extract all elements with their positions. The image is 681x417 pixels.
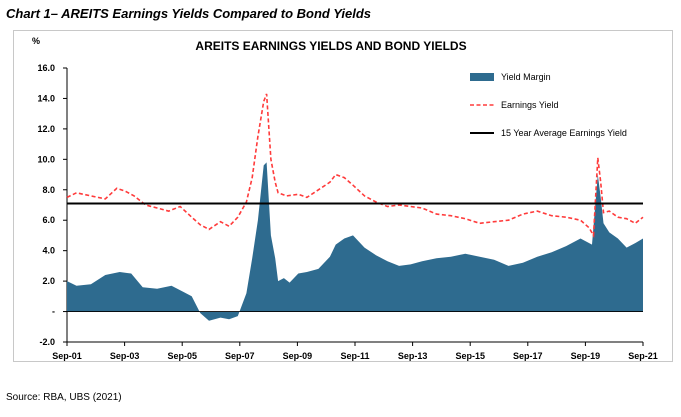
y-tick-label: 16.0 <box>37 63 55 73</box>
y-tick-label: 4.0 <box>42 246 55 256</box>
x-tick-label: Sep-13 <box>398 351 428 361</box>
x-tick-label: Sep-09 <box>283 351 313 361</box>
x-tick-label: Sep-15 <box>455 351 485 361</box>
chart-heading: Chart 1– AREITS Earnings Yields Compared… <box>6 6 372 21</box>
y-tick-label: 8.0 <box>42 185 55 195</box>
y-tick-label: 10.0 <box>37 154 55 164</box>
earnings-yield-line <box>66 93 644 239</box>
x-tick-label: Sep-01 <box>52 351 82 361</box>
legend-label-yield-margin: Yield Margin <box>501 72 551 82</box>
legend-label-earnings-yield: Earnings Yield <box>501 100 559 110</box>
y-tick-label: 14.0 <box>37 93 55 103</box>
y-tick-label: -2.0 <box>39 337 55 347</box>
chart-frame <box>13 30 673 362</box>
legend-label-average: 15 Year Average Earnings Yield <box>501 128 627 138</box>
yield-margin-area <box>67 162 643 321</box>
legend: Yield Margin Earnings Yield 15 Year Averag… <box>470 72 627 138</box>
chart-title: AREITS EARNINGS YIELDS AND BOND YIELDS <box>195 39 466 53</box>
x-tick-label: Sep-07 <box>225 351 255 361</box>
plot-area: 16.0 14.0 12.0 10.0 8.0 6.0 4.0 2.0 - -2.0 Sep-01 S… <box>37 63 657 361</box>
legend-swatch-yield-margin <box>470 73 494 81</box>
x-tick-label: Sep-03 <box>110 351 140 361</box>
y-tick-label: 6.0 <box>42 215 55 225</box>
y-tick-label: - <box>52 307 55 317</box>
x-tick-label: Sep-19 <box>571 351 601 361</box>
source-note: Source: RBA, UBS (2021) <box>6 392 122 403</box>
chart: AREITS EARNINGS YIELDS AND BOND YIELDS %… <box>32 36 658 361</box>
x-tick-label: Sep-21 <box>628 351 658 361</box>
x-tick-label: Sep-05 <box>167 351 197 361</box>
x-tick-label: Sep-11 <box>340 351 369 361</box>
y-axis-unit: % <box>32 36 40 46</box>
x-tick-label: Sep-17 <box>513 351 543 361</box>
y-tick-label: 12.0 <box>37 124 55 134</box>
y-tick-label: 2.0 <box>42 276 55 286</box>
